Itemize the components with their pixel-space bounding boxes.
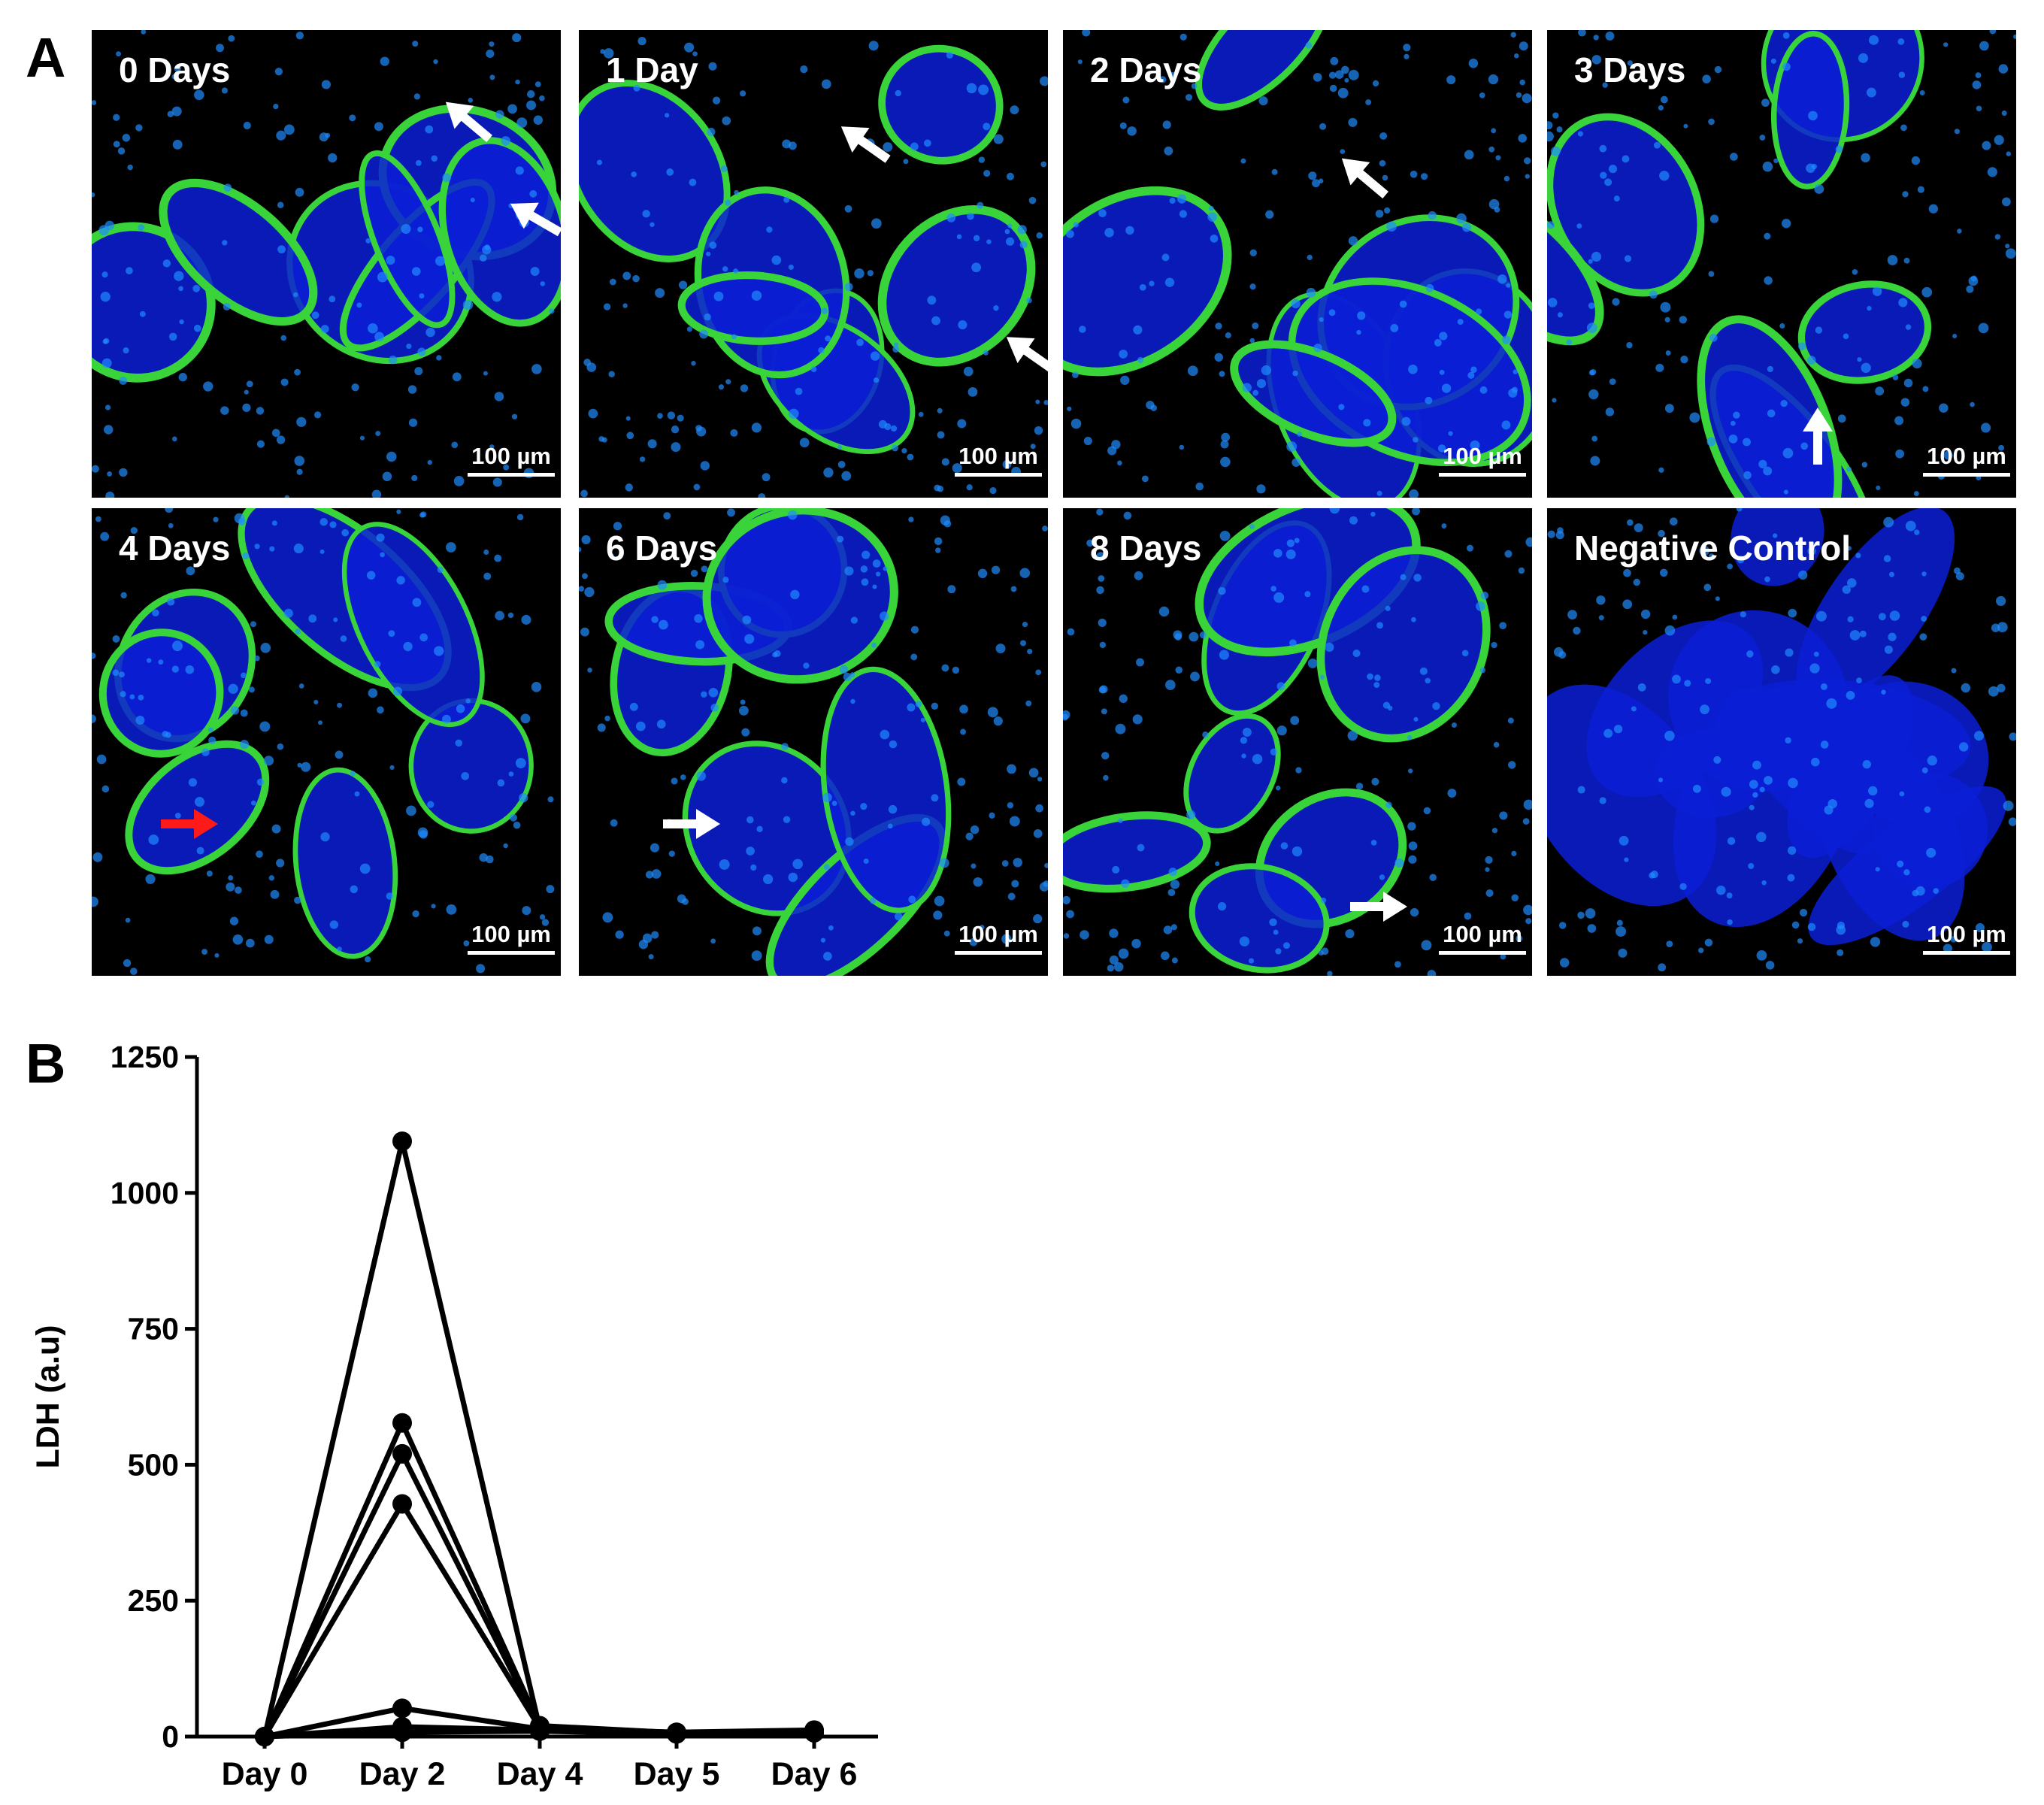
scale-bar: 100 µm xyxy=(1439,921,1526,955)
red-arrow-icon xyxy=(161,809,218,839)
panel-a-letter: A xyxy=(26,26,66,89)
scale-bar-label: 100 µm xyxy=(471,443,551,469)
ldh-chart-svg: 0 250 500 750 1000 1250 Day 0 Day 2 Day 4 Day 5 Da… xyxy=(30,1040,878,1792)
scale-bar-line xyxy=(1439,473,1526,477)
series-line xyxy=(262,1138,815,1737)
white-arrow-icon xyxy=(1350,892,1407,922)
micrograph-label: 0 Days xyxy=(119,50,231,89)
y-tick-label: 500 xyxy=(128,1447,179,1482)
scale-bar-label: 100 µm xyxy=(1927,921,2006,947)
micrograph-tile: 6 Days 100 µm xyxy=(579,508,1048,976)
micrograph-image xyxy=(1547,508,2016,972)
data-point xyxy=(392,1443,412,1464)
micrograph-image xyxy=(1063,508,1532,976)
scale-bar-label: 100 µm xyxy=(1443,443,1522,469)
white-arrow-icon xyxy=(1803,407,1833,465)
x-tick-label: Day 0 xyxy=(222,1756,308,1792)
series-line xyxy=(262,1501,815,1738)
y-tick-label: 0 xyxy=(162,1719,179,1754)
scale-bar-label: 100 µm xyxy=(1443,921,1522,947)
micrograph-tile: 2 Days 100 µm xyxy=(1063,30,1532,498)
ldh-chart: 0 250 500 750 1000 1250 Day 0 Day 2 Day 4 Day 5 Da… xyxy=(0,1000,902,1805)
x-tick-label: Day 5 xyxy=(634,1756,720,1792)
micrograph-tile: 8 Days 100 µm xyxy=(1063,508,1532,976)
scale-bar-line xyxy=(955,951,1042,955)
data-point xyxy=(392,1722,412,1743)
x-tick-label: Day 4 xyxy=(497,1756,583,1792)
micrograph-tile: 1 Day 100 µm xyxy=(579,30,1048,498)
panel-b-letter: B xyxy=(26,1032,66,1095)
scale-bar-label: 100 µm xyxy=(471,921,551,947)
scale-bar-line xyxy=(468,473,555,477)
scale-bar-label: 100 µm xyxy=(958,443,1038,469)
micrograph-tile: 3 Days 100 µm xyxy=(1547,30,2016,498)
micrograph-image xyxy=(1547,30,2016,498)
scale-bar: 100 µm xyxy=(955,443,1042,477)
data-point xyxy=(530,1721,550,1741)
micrograph-tile: Negative Control 100 µm xyxy=(1547,508,2016,976)
scale-bar: 100 µm xyxy=(468,921,555,955)
white-arrow-icon xyxy=(1006,337,1048,374)
scale-bar: 100 µm xyxy=(1923,921,2010,955)
white-arrow-icon xyxy=(840,126,891,163)
scale-bar-line xyxy=(468,951,555,955)
micrograph-tile: 0 Days 100 µm xyxy=(92,30,561,498)
white-arrow-icon xyxy=(1341,158,1388,199)
data-point xyxy=(392,1494,412,1514)
micrograph-image xyxy=(579,36,1048,498)
scale-bar: 100 µm xyxy=(955,921,1042,955)
x-tick-label: Day 6 xyxy=(771,1756,858,1792)
y-tick-label: 1250 xyxy=(111,1040,179,1074)
micrograph-label: Negative Control xyxy=(1574,528,1852,568)
scale-bar: 100 µm xyxy=(468,443,555,477)
y-axis-label: LDH (a.u) xyxy=(30,1325,66,1468)
scale-bar-label: 100 µm xyxy=(1927,443,2006,469)
micrograph-label: 3 Days xyxy=(1574,50,1686,89)
white-arrow-icon xyxy=(445,101,492,143)
scale-bar: 100 µm xyxy=(1923,443,2010,477)
scale-bar-line xyxy=(1439,951,1526,955)
series-line xyxy=(262,1420,815,1738)
scale-bar-line xyxy=(1923,951,2010,955)
white-arrow-icon xyxy=(510,202,561,237)
data-point xyxy=(392,1131,412,1152)
micrograph-image xyxy=(92,30,561,498)
scale-bar: 100 µm xyxy=(1439,443,1526,477)
scale-bar-line xyxy=(1923,473,2010,477)
scale-bar-label: 100 µm xyxy=(958,921,1038,947)
data-point xyxy=(392,1698,412,1719)
micrograph-tile: 4 Days 100 µm xyxy=(92,508,561,976)
micrograph-image xyxy=(92,508,555,975)
micrograph-label: 6 Days xyxy=(606,528,718,568)
micrograph-label: 4 Days xyxy=(119,528,231,568)
white-arrow-icon xyxy=(663,809,720,839)
x-tick-label: Day 2 xyxy=(359,1756,446,1792)
y-tick-label: 250 xyxy=(128,1583,179,1618)
data-point xyxy=(392,1413,412,1433)
data-point xyxy=(255,1727,274,1746)
micrograph-image xyxy=(1063,30,1532,498)
micrograph-label: 8 Days xyxy=(1090,528,1202,568)
y-tick-label: 1000 xyxy=(111,1176,179,1210)
micrograph-image xyxy=(579,508,1048,976)
scale-bar-line xyxy=(955,473,1042,477)
data-point xyxy=(804,1722,824,1743)
y-tick-label: 750 xyxy=(128,1312,179,1346)
data-point xyxy=(667,1724,686,1744)
micrograph-label: 2 Days xyxy=(1090,50,1202,89)
micrograph-label: 1 Day xyxy=(606,50,698,89)
